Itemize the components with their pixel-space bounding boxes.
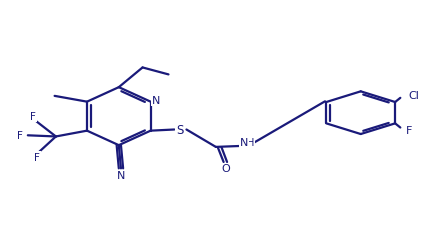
- Text: O: O: [221, 164, 230, 174]
- Text: N: N: [152, 95, 160, 105]
- Text: N: N: [117, 170, 125, 181]
- Text: Cl: Cl: [408, 91, 419, 101]
- Text: N: N: [240, 138, 248, 148]
- Text: F: F: [407, 126, 413, 136]
- Text: S: S: [176, 123, 184, 137]
- Text: F: F: [30, 112, 36, 122]
- Text: F: F: [35, 152, 40, 162]
- Text: H: H: [247, 138, 254, 148]
- Text: F: F: [17, 131, 23, 141]
